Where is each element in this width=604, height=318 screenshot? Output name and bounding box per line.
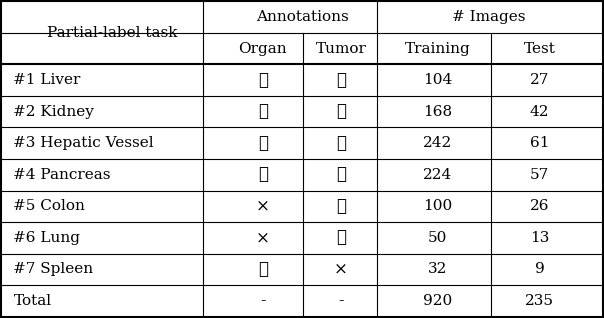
Text: ✓: ✓ — [336, 229, 346, 246]
Text: 242: 242 — [423, 136, 452, 150]
Text: -: - — [260, 292, 266, 309]
Text: Test: Test — [524, 42, 556, 56]
Text: ✓: ✓ — [336, 135, 346, 152]
Text: ✓: ✓ — [258, 261, 268, 278]
Text: 920: 920 — [423, 294, 452, 308]
Text: 9: 9 — [535, 262, 544, 276]
Text: Partial-label task: Partial-label task — [47, 26, 178, 40]
Text: 32: 32 — [428, 262, 447, 276]
Text: #2 Kidney: #2 Kidney — [13, 105, 94, 119]
Text: 13: 13 — [530, 231, 549, 245]
Text: 27: 27 — [530, 73, 549, 87]
Text: 42: 42 — [530, 105, 549, 119]
Text: 26: 26 — [530, 199, 549, 213]
Text: ✓: ✓ — [258, 72, 268, 89]
Text: Tumor: Tumor — [316, 42, 367, 56]
Text: # Images: # Images — [452, 10, 525, 24]
Text: #7 Spleen: #7 Spleen — [13, 262, 94, 276]
Text: Annotations: Annotations — [255, 10, 349, 24]
Text: #6 Lung: #6 Lung — [13, 231, 80, 245]
Text: ×: × — [256, 229, 270, 246]
Text: 168: 168 — [423, 105, 452, 119]
Text: ✓: ✓ — [258, 166, 268, 183]
Text: 104: 104 — [423, 73, 452, 87]
Text: #3 Hepatic Vessel: #3 Hepatic Vessel — [13, 136, 154, 150]
Text: 224: 224 — [423, 168, 452, 182]
Text: ×: × — [256, 198, 270, 215]
Text: 235: 235 — [525, 294, 554, 308]
Text: Organ: Organ — [239, 42, 288, 56]
Text: ✓: ✓ — [258, 135, 268, 152]
Text: Training: Training — [405, 42, 470, 56]
Text: 57: 57 — [530, 168, 549, 182]
Text: ✓: ✓ — [336, 103, 346, 120]
Text: ✓: ✓ — [336, 166, 346, 183]
Text: 100: 100 — [423, 199, 452, 213]
Text: #4 Pancreas: #4 Pancreas — [13, 168, 111, 182]
Text: #1 Liver: #1 Liver — [13, 73, 81, 87]
Text: ✓: ✓ — [258, 103, 268, 120]
Text: -: - — [338, 292, 344, 309]
Text: ✓: ✓ — [336, 72, 346, 89]
Text: Total: Total — [13, 294, 51, 308]
Text: #5 Colon: #5 Colon — [13, 199, 85, 213]
Text: 50: 50 — [428, 231, 447, 245]
Text: 61: 61 — [530, 136, 549, 150]
Text: ✓: ✓ — [336, 198, 346, 215]
Text: ×: × — [334, 261, 348, 278]
